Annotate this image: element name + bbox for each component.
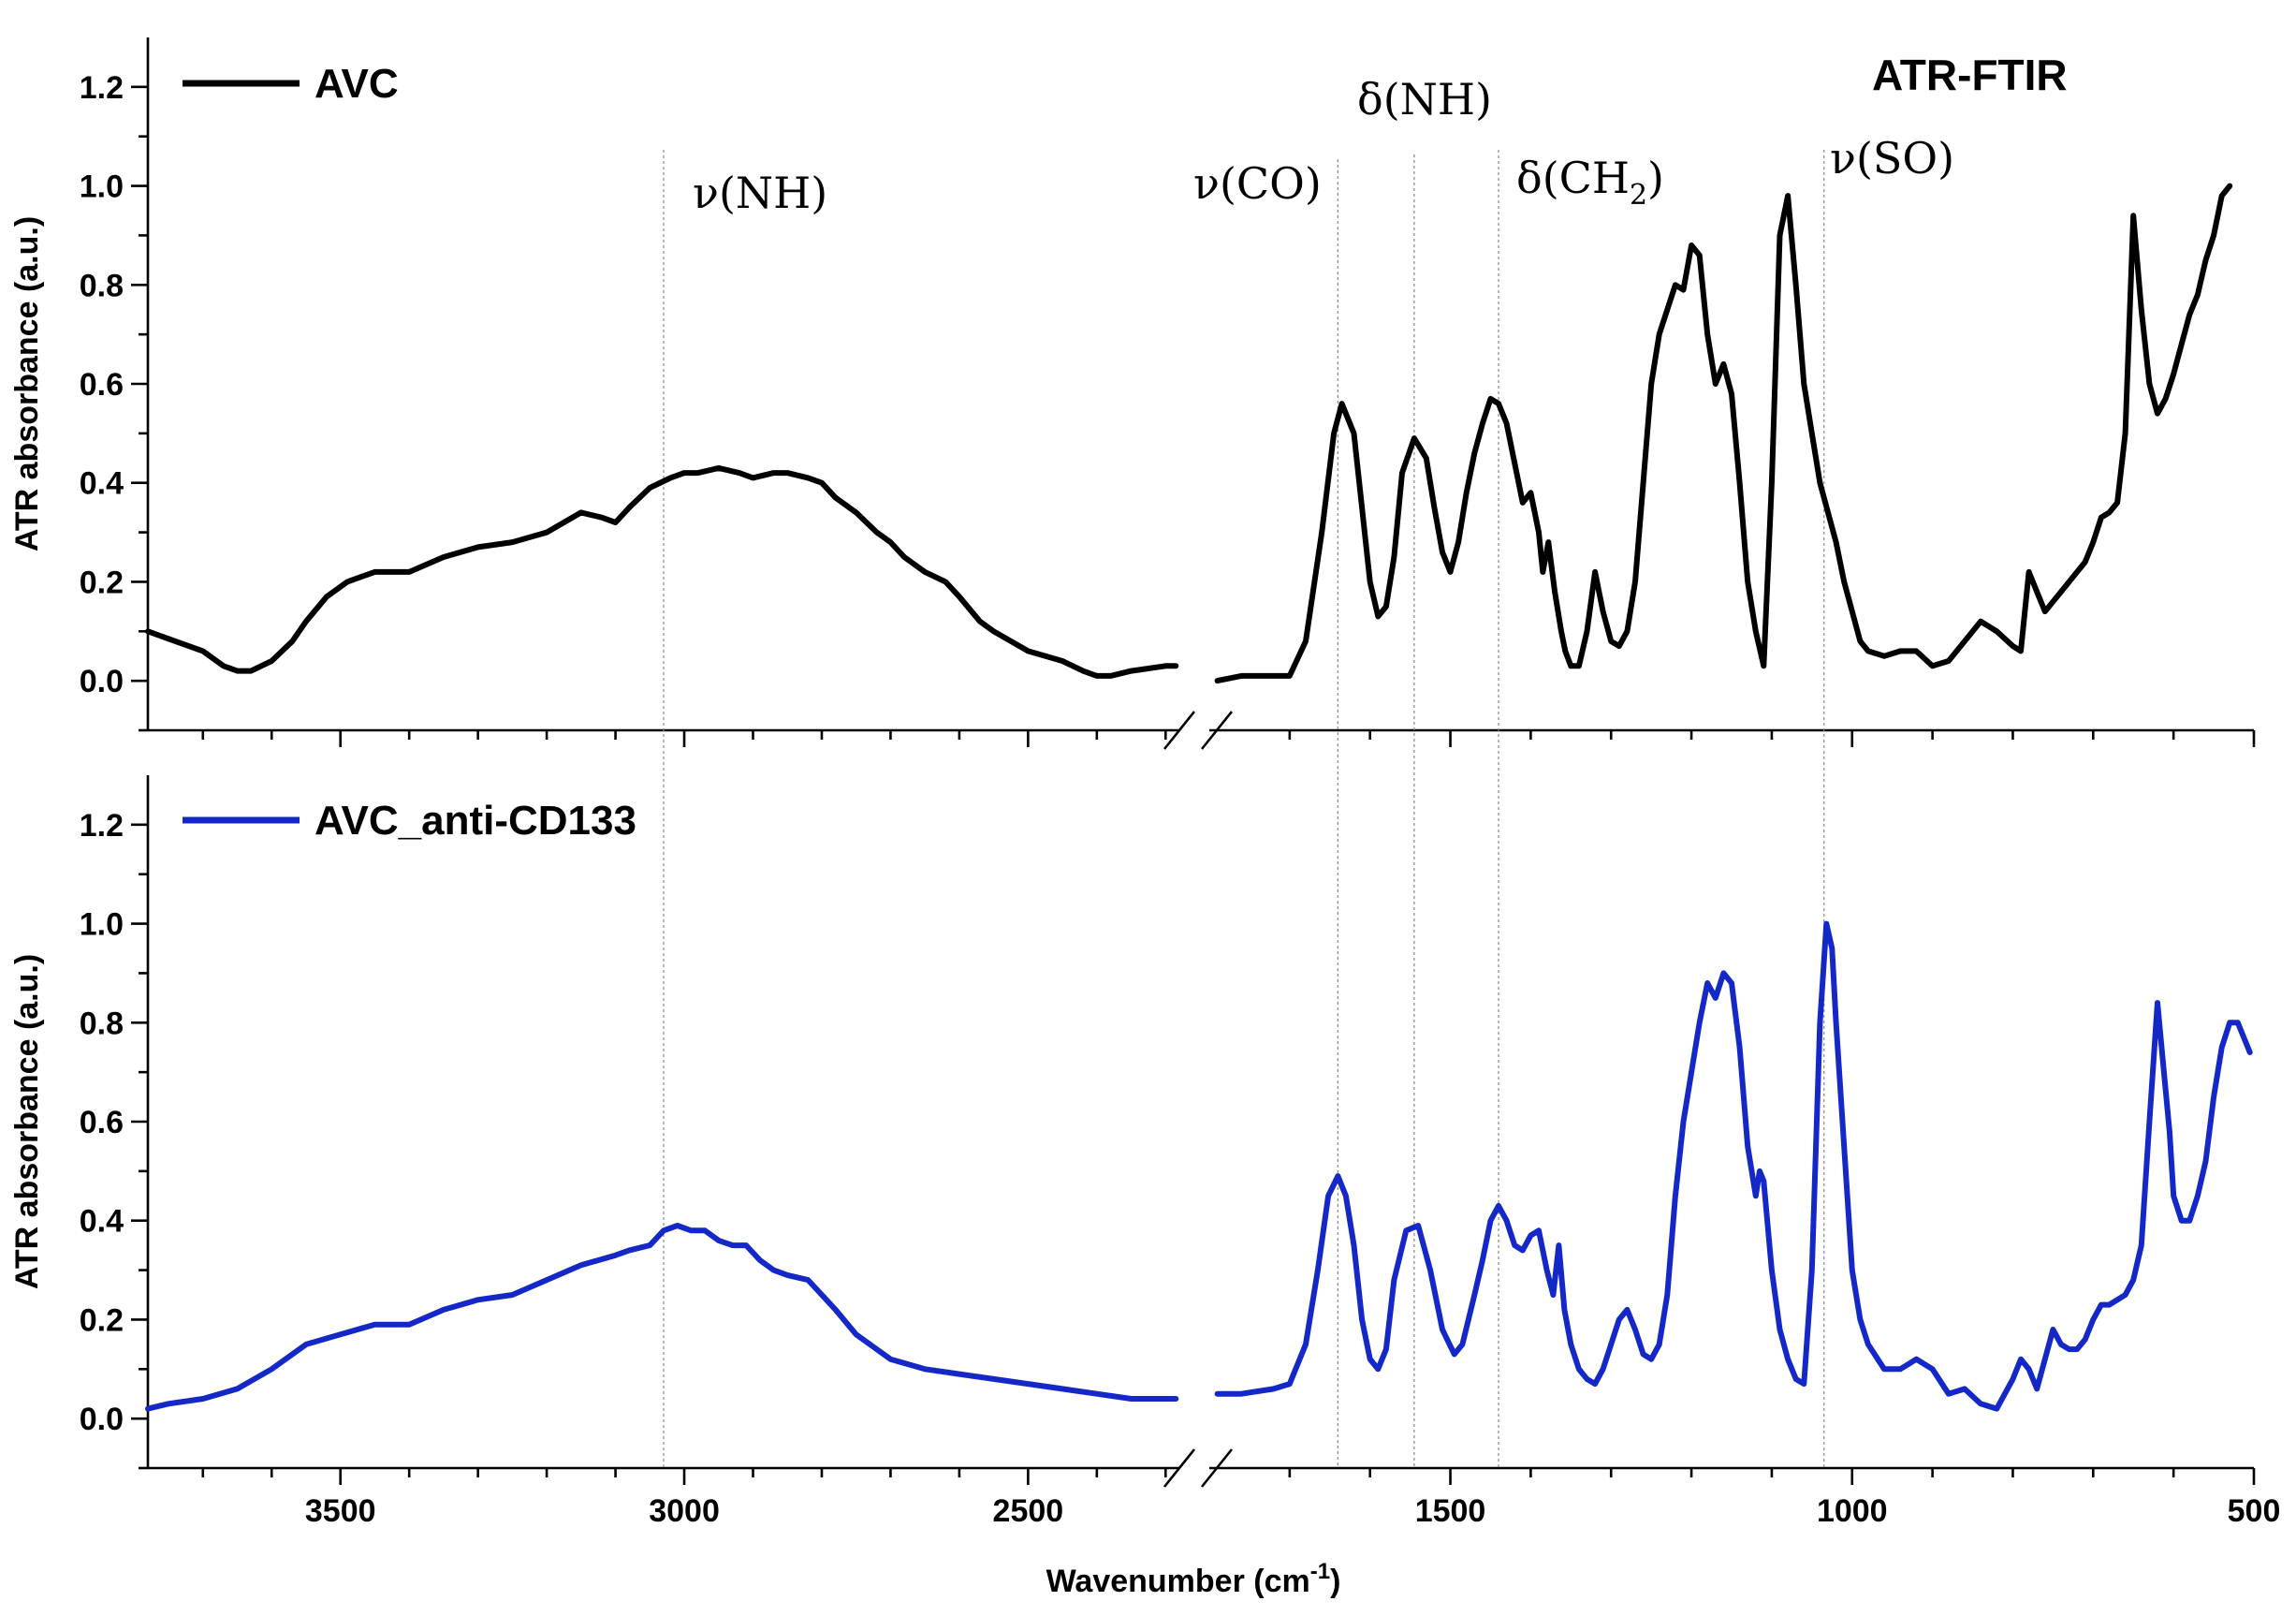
annotation-nu-co: ν(CO) bbox=[1193, 158, 1322, 209]
annotation-nu-so: ν(SO) bbox=[1830, 133, 1954, 184]
panel-1-ytick-label: 0.8 bbox=[80, 268, 124, 303]
panel-1-ytick-label: 0.6 bbox=[80, 367, 124, 403]
panel-2-ytick-label: 0.8 bbox=[80, 1006, 124, 1041]
xtick-label: 2500 bbox=[993, 1493, 1064, 1529]
annotation-delta-nh: δ(NH) bbox=[1357, 74, 1492, 125]
panel-2-break-mark-a bbox=[1163, 1448, 1196, 1488]
legend-panel-1: AVC bbox=[183, 61, 399, 107]
panel-1-ytick-label: 1.2 bbox=[80, 70, 124, 106]
panel-1-ytick-label: 0.0 bbox=[80, 664, 124, 699]
x-axis-title: Wavenumber (cm-1) bbox=[1046, 1559, 1341, 1599]
xtick-label: 1500 bbox=[1415, 1493, 1486, 1529]
panel-2-axes: 0.0 0.2 0.4 0.6 0.8 1.0 1.2 bbox=[80, 775, 2254, 1488]
panel-1-ytick-label: 0.4 bbox=[80, 466, 124, 502]
xtick-label: 3000 bbox=[649, 1493, 720, 1529]
legend-label-avc-anti-cd133: AVC_anti-CD133 bbox=[314, 798, 636, 844]
panel-2-ytick-label: 1.2 bbox=[80, 808, 124, 844]
xtick-label: 3500 bbox=[305, 1493, 376, 1529]
panel-2-ytick-label: 0.2 bbox=[80, 1302, 124, 1338]
panel-1-axes: 0.0 0.2 0.4 0.6 0.8 1.0 1.2 bbox=[80, 37, 2254, 750]
panel-2-ytick-label: 0.6 bbox=[80, 1105, 124, 1140]
chart-title: ATR-FTIR bbox=[1872, 51, 2068, 99]
panel-2-ytick-label: 0.0 bbox=[80, 1402, 124, 1437]
xtick-label: 1000 bbox=[1817, 1493, 1888, 1529]
legend-panel-2: AVC_anti-CD133 bbox=[183, 798, 636, 844]
annotation-delta-ch2: δ(CH2) bbox=[1516, 153, 1664, 212]
legend-label-avc: AVC bbox=[314, 61, 399, 107]
xtick-label: 500 bbox=[2228, 1493, 2281, 1529]
panel-2-ytick-label: 1.0 bbox=[80, 907, 124, 943]
series-avc-anti-cd133 bbox=[145, 920, 2253, 1412]
panel-1-ytick-label: 1.0 bbox=[80, 169, 124, 205]
panel-1-ytick-label: 0.2 bbox=[80, 565, 124, 600]
panel-2-ytick-label: 0.4 bbox=[80, 1204, 124, 1240]
panel-1-break-mark-a bbox=[1163, 711, 1196, 750]
panel-2-break-mark-b bbox=[1200, 1448, 1234, 1488]
panel-2-y-axis-title: ATR absorbance (a.u.) bbox=[9, 954, 45, 1289]
panel-1-y-axis-title: ATR absorbance (a.u.) bbox=[9, 216, 45, 551]
series-avc bbox=[145, 183, 2233, 684]
annotation-nu-nh: ν(NH) bbox=[693, 168, 827, 218]
panel-1-break-mark-b bbox=[1200, 711, 1234, 750]
